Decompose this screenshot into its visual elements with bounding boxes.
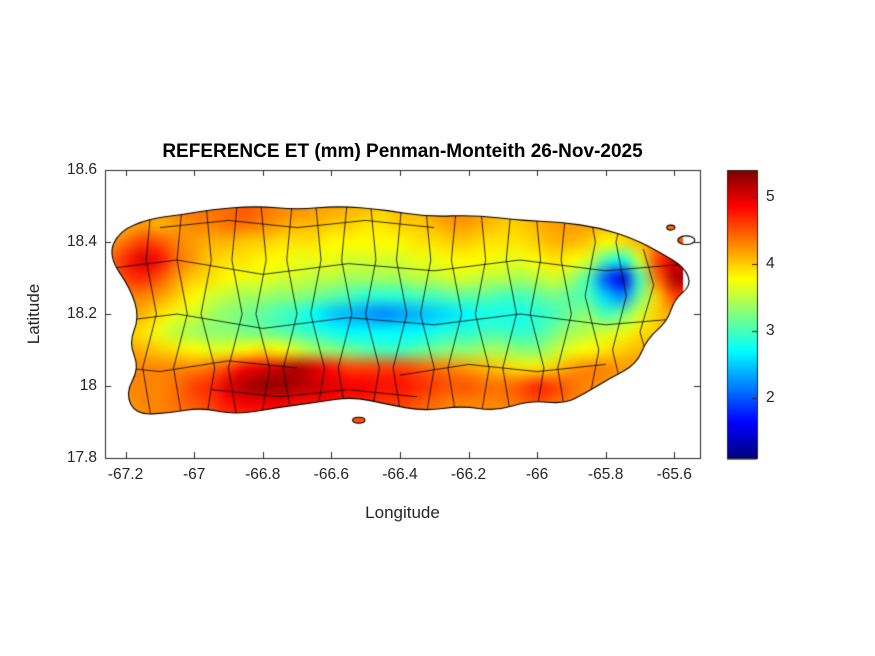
x-tick-label: -66.6 xyxy=(313,466,349,483)
x-tick-label: -67.2 xyxy=(107,466,144,483)
x-tick-label: -67 xyxy=(182,466,206,483)
x-tick-label: -66 xyxy=(525,466,549,483)
x-axis-label: Longitude xyxy=(365,503,440,522)
y-tick-label: 18 xyxy=(79,377,97,394)
x-tick-label: -65.8 xyxy=(588,466,624,483)
x-tick-label: -66.2 xyxy=(450,466,487,483)
x-tick-label: -65.6 xyxy=(656,466,692,483)
chart-title: REFERENCE ET (mm) Penman-Monteith 26-Nov… xyxy=(162,141,643,162)
colorbar-tick-label: 3 xyxy=(766,321,775,339)
colorbar-tick-label: 5 xyxy=(766,187,775,205)
y-tick-label: 18.6 xyxy=(66,161,97,178)
y-tick-label: 18.4 xyxy=(66,233,97,250)
y-tick-label: 17.8 xyxy=(66,449,97,466)
x-tick-label: -66.4 xyxy=(382,466,418,483)
colorbar-tick-label: 4 xyxy=(766,254,775,272)
y-axis-label: Latitude xyxy=(24,283,43,345)
x-tick-label: -66.8 xyxy=(245,466,281,483)
y-tick-label: 18.2 xyxy=(66,305,97,322)
colorbar-tick-label: 2 xyxy=(766,388,775,406)
